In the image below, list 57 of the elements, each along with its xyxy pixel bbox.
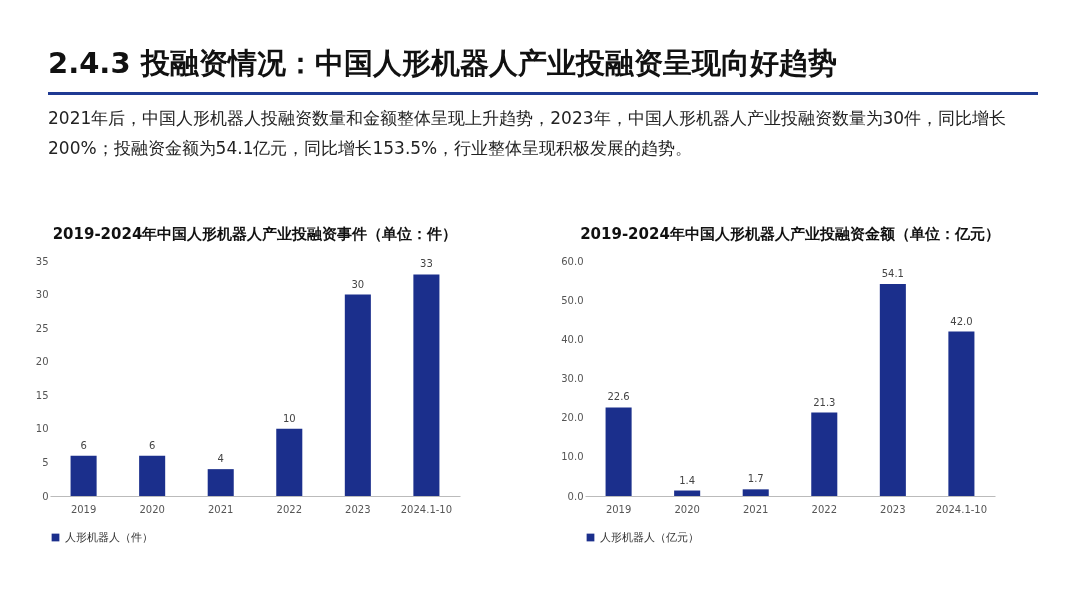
y-tick-label: 30.0 xyxy=(561,373,584,384)
x-tick-label: 2022 xyxy=(811,503,838,515)
data-label: 4 xyxy=(217,453,224,465)
data-label: 54.1 xyxy=(881,268,904,280)
bar xyxy=(344,294,371,496)
data-label: 6 xyxy=(80,439,87,451)
data-label: 10 xyxy=(282,412,296,424)
x-tick-label: 2024.1-10 xyxy=(935,503,988,515)
bar xyxy=(276,428,303,496)
data-label: 1.7 xyxy=(747,473,764,485)
x-tick-label: 2021 xyxy=(207,503,234,515)
y-tick-label: 30 xyxy=(35,289,49,301)
text: 2021年后，中国人形机器人投融资数量和金额整体呈现上升趋势，2023年，中国人形机器人产业投融资数量为30件，同比增长200%；投融资金额为54.1亿元，同比增长153.5%，行业整体呈现积极发展的趋势。 xyxy=(48,107,1008,160)
data-label: 6 xyxy=(148,439,156,451)
y-tick-label: 15 xyxy=(35,389,49,401)
y-tick-label: 0.0 xyxy=(567,490,584,502)
data-label: 22.6 xyxy=(607,391,630,403)
chart-title: 2019-2024年中国人形机器人产业投融资金额（单位：亿元） xyxy=(580,225,1000,243)
x-tick-label: 2019 xyxy=(70,503,97,515)
x-tick-label: 2021 xyxy=(742,503,769,515)
y-tick-label: 35 xyxy=(35,255,49,267)
x-tick-label: 2019 xyxy=(605,503,632,515)
bar xyxy=(70,455,97,496)
data-label: 30 xyxy=(351,278,365,290)
legend-label: 人形机器人（件） xyxy=(65,530,153,544)
bar xyxy=(207,469,234,496)
x-tick-label: 2024.1-10 xyxy=(400,503,453,515)
y-tick-label: 40.0 xyxy=(561,333,584,345)
x-tick-label: 2023 xyxy=(880,503,906,515)
data-label: 33 xyxy=(420,258,433,270)
y-tick-label: 20 xyxy=(35,356,49,368)
x-tick-label: 2023 xyxy=(345,503,371,515)
x-tick-label: 2020 xyxy=(139,503,165,515)
text: 2.4.3 投融资情况：中国人形机器人产业投融资呈现向好趋势 xyxy=(48,44,1038,95)
bar xyxy=(139,455,166,496)
y-tick-label: 50.0 xyxy=(561,294,584,306)
data-label: 1.4 xyxy=(679,474,696,486)
bar xyxy=(879,284,906,496)
bar xyxy=(811,412,838,496)
x-tick-label: 2022 xyxy=(276,503,303,515)
y-tick-label: 10.0 xyxy=(561,451,584,463)
bar xyxy=(605,407,632,496)
bar xyxy=(742,489,769,496)
y-tick-label: 0 xyxy=(42,490,49,502)
y-tick-label: 20.0 xyxy=(561,412,584,424)
bar xyxy=(948,331,975,496)
y-tick-label: 5 xyxy=(42,456,49,468)
y-tick-label: 60.0 xyxy=(561,255,584,267)
legend-label: 人形机器人（亿元） xyxy=(600,530,699,544)
x-tick-label: 2020 xyxy=(674,503,700,515)
bar xyxy=(674,490,701,496)
chart-title: 2019-2024年中国人形机器人产业投融资事件（单位：件） xyxy=(52,225,458,243)
bar xyxy=(413,274,440,496)
data-label: 42.0 xyxy=(950,315,973,327)
y-tick-label: 10 xyxy=(35,423,49,435)
y-tick-label: 25 xyxy=(35,322,49,334)
data-label: 21.3 xyxy=(813,396,836,408)
